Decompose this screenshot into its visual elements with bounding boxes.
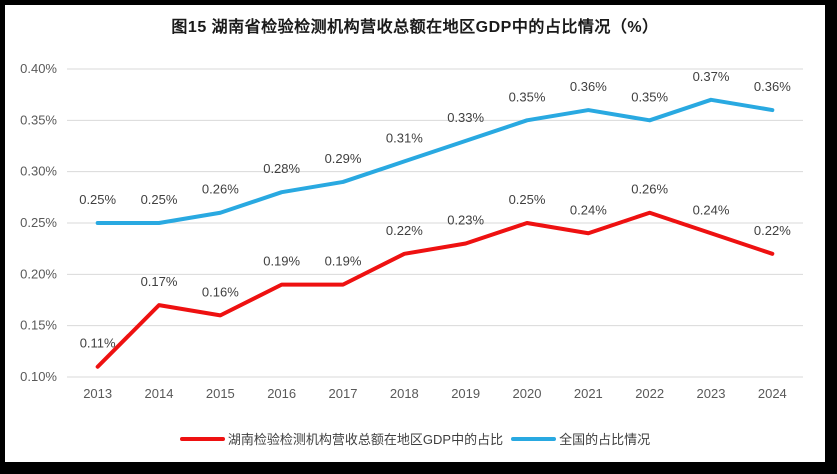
data-label: 0.25% bbox=[509, 192, 546, 207]
y-tick-label: 0.40% bbox=[20, 61, 57, 76]
data-label: 0.26% bbox=[631, 182, 668, 197]
data-label: 0.17% bbox=[141, 274, 178, 289]
data-label: 0.19% bbox=[263, 254, 300, 269]
data-label: 0.25% bbox=[141, 192, 178, 207]
chart-title: 图15 湖南省检验检测机构营收总额在地区GDP中的占比情况（%） bbox=[171, 19, 659, 36]
series-line-national bbox=[95, 97, 775, 225]
data-label: 0.11% bbox=[80, 336, 116, 351]
data-label: 0.37% bbox=[693, 69, 730, 84]
data-label: 0.24% bbox=[570, 202, 607, 217]
x-tick-label: 2019 bbox=[451, 386, 480, 401]
data-label: 0.35% bbox=[631, 89, 668, 104]
data-label: 0.29% bbox=[325, 151, 362, 166]
y-tick-label: 0.15% bbox=[20, 318, 57, 333]
data-label: 0.36% bbox=[754, 79, 791, 94]
plot-area-background: 图15 湖南省检验检测机构营收总额在地区GDP中的占比情况（%） 0.10% 0.… bbox=[5, 5, 825, 462]
data-label: 0.19% bbox=[325, 254, 362, 269]
data-label: 0.31% bbox=[386, 130, 423, 145]
data-label: 0.24% bbox=[693, 202, 730, 217]
x-tick-label: 2020 bbox=[513, 386, 542, 401]
legend-item-hunan: 湖南检验检测机构营收总额在地区GDP中的占比 bbox=[179, 429, 504, 448]
legend-line-swatch-red bbox=[179, 436, 225, 441]
x-tick-label: 2016 bbox=[267, 386, 296, 401]
x-tick-label: 2022 bbox=[635, 386, 664, 401]
data-label: 0.23% bbox=[447, 213, 484, 228]
data-label: 0.33% bbox=[447, 110, 484, 125]
y-tick-label: 0.35% bbox=[20, 112, 57, 127]
series-line-hunan bbox=[95, 210, 775, 369]
x-tick-label: 2013 bbox=[83, 386, 112, 401]
x-tick-label: 2014 bbox=[145, 386, 174, 401]
chart-canvas: 0.10% 0.15% 0.20% 0.25% 0.30% 0.35% 0.40% 2013 2… bbox=[20, 61, 803, 401]
x-tick-label: 2015 bbox=[206, 386, 235, 401]
x-tick-label: 2018 bbox=[390, 386, 419, 401]
y-tick-label: 0.25% bbox=[20, 215, 57, 230]
y-tick-label: 0.30% bbox=[20, 164, 57, 179]
legend-label-hunan: 湖南检验检测机构营收总额在地区GDP中的占比 bbox=[227, 432, 504, 447]
data-label: 0.36% bbox=[570, 79, 607, 94]
data-label: 0.35% bbox=[509, 89, 546, 104]
x-tick-label: 2021 bbox=[574, 386, 603, 401]
y-tick-label: 0.10% bbox=[20, 369, 57, 384]
legend-item-national: 全国的占比情况 bbox=[511, 429, 650, 448]
data-label: 0.26% bbox=[202, 182, 239, 197]
data-label: 0.28% bbox=[263, 161, 300, 176]
data-label: 0.22% bbox=[754, 223, 791, 238]
x-tick-label: 2024 bbox=[758, 386, 787, 401]
legend-line-swatch-blue bbox=[511, 436, 557, 441]
legend-label-national: 全国的占比情况 bbox=[559, 432, 651, 447]
x-tick-label: 2017 bbox=[329, 386, 358, 401]
data-label: 0.22% bbox=[386, 223, 423, 238]
y-tick-label: 0.20% bbox=[20, 266, 57, 281]
data-label: 0.25% bbox=[79, 192, 116, 207]
data-label: 0.16% bbox=[202, 284, 239, 299]
x-tick-label: 2023 bbox=[697, 386, 726, 401]
legend: 湖南检验检测机构营收总额在地区GDP中的占比 全国的占比情况 bbox=[5, 429, 825, 448]
